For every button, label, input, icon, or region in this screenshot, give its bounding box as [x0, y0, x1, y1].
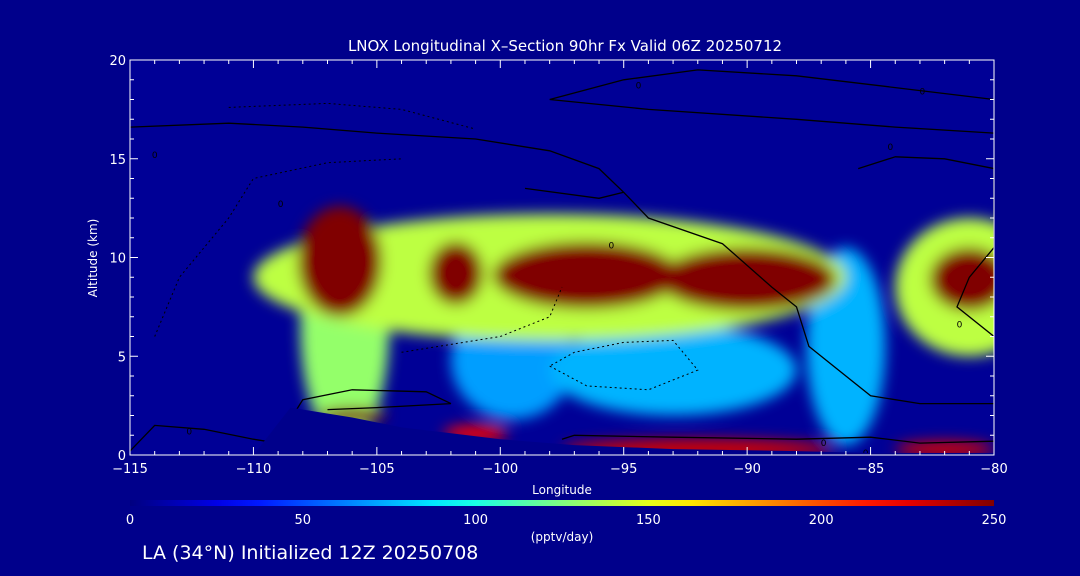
contour-label: 0	[636, 82, 642, 92]
contour-label: 0	[152, 151, 158, 161]
contour-label: 0	[609, 242, 615, 252]
contour-line	[154, 158, 402, 337]
heat-region	[658, 247, 837, 311]
x-tick-label: −85	[857, 462, 884, 477]
y-tick-label: 15	[109, 153, 126, 168]
y-axis-label: Altitude (km)	[86, 219, 100, 298]
contour-label: 0	[186, 427, 192, 437]
x-tick-label: −80	[980, 462, 1007, 477]
x-tick-label: −90	[733, 462, 760, 477]
y-tick-label: 10	[109, 252, 126, 267]
colorbar-tick-label: 0	[126, 513, 134, 528]
colorbar-tick-label: 150	[636, 513, 661, 528]
axes-layer: −115 −110 −105 −100 −95 −90 −85 −80 0 5 10 15 20	[109, 54, 1007, 477]
contour-label: 0	[821, 439, 827, 449]
colorbar-tick-label: 200	[809, 513, 834, 528]
colorbar-tick-label: 100	[463, 513, 488, 528]
y-tick-label: 0	[118, 449, 126, 464]
contour-line	[228, 102, 476, 130]
heat-region	[492, 241, 681, 309]
x-tick-label: −115	[112, 462, 148, 477]
x-tick-label: −95	[610, 462, 637, 477]
colorbar-ticks: 0 50 100 150 200 250	[126, 513, 1007, 528]
x-axis-label: Longitude	[532, 483, 592, 497]
contour-label: 0	[278, 200, 284, 210]
contour-label: 0	[887, 143, 893, 153]
heat-region	[428, 241, 484, 305]
contour-line	[130, 122, 994, 405]
colorbar-tick-label: 50	[295, 513, 312, 528]
heat-region	[929, 247, 994, 311]
contour-label: 0	[863, 449, 869, 459]
y-tick-label: 20	[109, 54, 126, 69]
colorbar-tick-label: 250	[982, 513, 1007, 528]
colorbar-label: (pptv/day)	[531, 530, 594, 544]
heat-layer	[253, 206, 994, 455]
x-tick-label: −110	[236, 462, 272, 477]
contour-line	[401, 286, 563, 353]
contour-label: 0	[957, 321, 963, 331]
contour-label: 0	[920, 88, 926, 98]
contour-line	[549, 69, 994, 134]
contour-line	[524, 187, 624, 199]
colorbar	[130, 500, 994, 506]
contour-line	[549, 339, 699, 391]
x-tick-label: −105	[359, 462, 395, 477]
terrain-mask	[130, 407, 994, 455]
heat-region	[297, 206, 382, 317]
y-tick-label: 5	[118, 350, 126, 365]
contour-line	[561, 434, 994, 444]
chart-title: LNOX Longitudinal X–Section 90hr Fx Vali…	[348, 37, 782, 55]
heat-region	[549, 324, 797, 416]
terrain-layer	[130, 407, 994, 455]
contour-line	[858, 156, 994, 338]
x-tick-label: −100	[482, 462, 518, 477]
footer-caption: LA (34°N) Initialized 12Z 20250708	[142, 542, 479, 564]
contour-line	[289, 389, 452, 420]
